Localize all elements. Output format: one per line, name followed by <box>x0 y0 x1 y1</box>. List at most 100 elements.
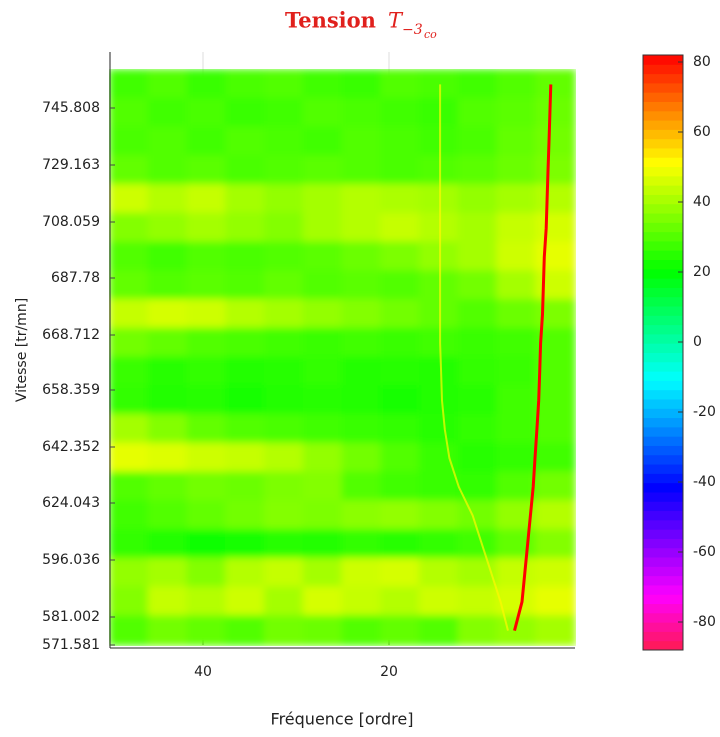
heat-cell <box>147 97 189 129</box>
heat-cell <box>109 184 150 215</box>
heat-cell <box>264 615 305 646</box>
heat-cell <box>109 586 150 618</box>
heat-cell <box>109 299 150 330</box>
colorbar-segment <box>643 333 683 344</box>
heat-cell <box>186 442 228 474</box>
heat-cell <box>302 155 344 186</box>
heat-cell <box>341 270 383 301</box>
colorbar-segment <box>643 138 683 149</box>
heat-cell <box>147 270 189 301</box>
heat-cell <box>535 270 576 301</box>
heat-cell <box>380 155 421 186</box>
heat-cell <box>225 557 266 589</box>
heat-cell <box>147 241 189 273</box>
heat-cell <box>225 241 266 273</box>
heat-cell <box>264 414 305 445</box>
heat-cell <box>380 385 421 416</box>
heat-cell <box>535 385 576 416</box>
heat-cell <box>109 241 150 273</box>
heat-cell <box>302 69 344 100</box>
colorbar-segment <box>643 157 683 168</box>
heat-cell <box>147 471 189 503</box>
heat-cell <box>302 529 344 560</box>
heat-cell <box>496 414 538 445</box>
heat-cell <box>225 69 266 100</box>
heat-cell <box>535 586 576 618</box>
heat-cell <box>264 69 305 100</box>
heat-cell <box>419 529 460 560</box>
colorbar-segment <box>643 417 683 428</box>
heat-cell <box>225 356 266 388</box>
heat-cell <box>380 327 421 359</box>
heat-cell <box>380 414 421 445</box>
heat-cell <box>186 529 228 560</box>
colorbar-segment <box>643 268 683 279</box>
heat-cell <box>535 126 576 158</box>
heat-cell <box>186 270 228 301</box>
colorbar-segment <box>643 73 683 84</box>
heat-cell <box>264 442 305 474</box>
heat-cell <box>264 270 305 301</box>
y-tick-label: 729.163 <box>42 157 100 173</box>
heat-cell <box>109 442 150 474</box>
heat-cell <box>186 212 228 244</box>
heat-cell <box>186 299 228 330</box>
heat-cell <box>535 471 576 503</box>
heat-cell <box>109 500 150 531</box>
colorbar-segment <box>643 510 683 521</box>
colorbar-segment <box>643 631 683 642</box>
heat-cell <box>302 327 344 359</box>
heat-cell <box>535 414 576 445</box>
heat-cell <box>225 184 266 215</box>
heat-cell <box>186 356 228 388</box>
heat-cell <box>302 356 344 388</box>
heat-cell <box>225 442 266 474</box>
heat-cell <box>341 97 383 129</box>
colorbar-tick-label: -60 <box>693 544 716 560</box>
ridge-line <box>439 84 509 631</box>
heat-cell <box>457 356 499 388</box>
colorbar-segment <box>643 120 683 130</box>
heat-cell <box>496 69 538 100</box>
heat-cell <box>341 529 383 560</box>
heat-cell <box>380 241 421 273</box>
heat-cell <box>186 327 228 359</box>
heat-cell <box>147 586 189 618</box>
colorbar-segment <box>643 445 683 456</box>
colorbar-segment <box>643 147 683 158</box>
chart-title: Tension <box>285 8 376 33</box>
colorbar-segment <box>643 398 683 409</box>
heat-cell <box>535 500 576 531</box>
heat-cell <box>186 414 228 445</box>
heat-cell <box>225 126 266 158</box>
heat-cell <box>264 241 305 273</box>
heat-cell <box>457 155 499 186</box>
heat-cell <box>380 212 421 244</box>
heat-cell <box>419 414 460 445</box>
heat-cell <box>496 529 538 560</box>
colorbar-segment <box>643 315 683 326</box>
colorbar-segment <box>643 352 683 363</box>
heat-cell <box>341 299 383 330</box>
heat-cell <box>147 327 189 359</box>
heat-cell <box>341 327 383 359</box>
heat-cell <box>225 327 266 359</box>
colorbar-segment <box>643 240 683 251</box>
heat-cell <box>380 69 421 100</box>
y-tick-label: 596.036 <box>42 552 100 568</box>
heat-cell <box>302 241 344 273</box>
heat-cell <box>419 500 460 531</box>
heat-cell <box>109 327 150 359</box>
heat-cell <box>109 97 150 129</box>
heat-cell <box>186 557 228 589</box>
colorbar-segment <box>643 622 683 632</box>
heat-cell <box>457 615 499 646</box>
heat-cell <box>496 557 538 589</box>
heat-cell <box>186 385 228 416</box>
colorbar-segment <box>643 408 683 419</box>
heat-cell <box>496 471 538 503</box>
heat-cell <box>264 299 305 330</box>
heat-cell <box>302 97 344 129</box>
heat-cell <box>302 126 344 158</box>
